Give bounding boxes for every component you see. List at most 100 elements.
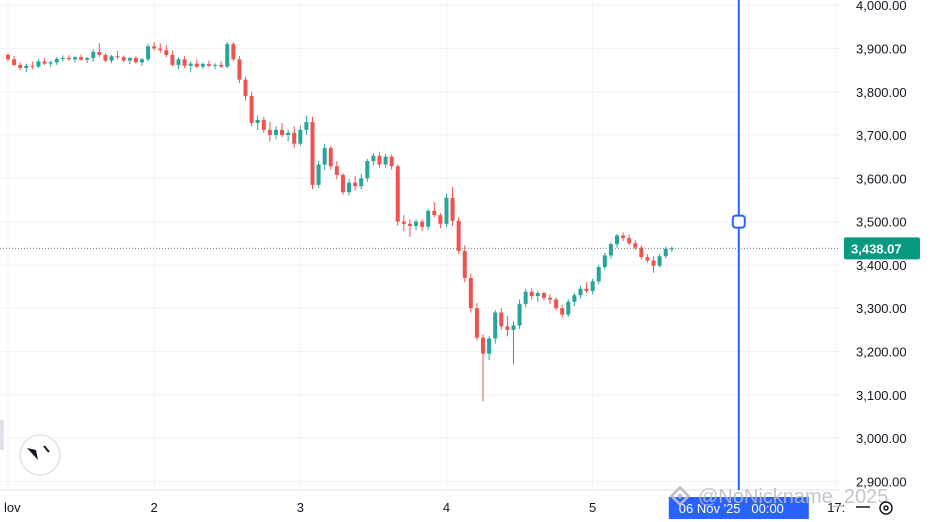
candle (414, 219, 419, 231)
candle-body (371, 155, 376, 162)
candle (48, 60, 53, 67)
candle-body (548, 297, 553, 300)
price-axis[interactable]: 4,000.00 3,900.00 3,800.00 3,700.00 3,600.00… (856, 0, 907, 489)
time-tick-label: 4 (443, 500, 450, 515)
price-tick-label: 3,300.00 (856, 301, 907, 316)
candle-body (444, 197, 449, 224)
candle-body (310, 122, 315, 185)
candle-body (231, 44, 236, 60)
candle (231, 41, 236, 62)
price-tick-label: 3,600.00 (856, 171, 907, 186)
candle (109, 54, 114, 64)
candle (426, 208, 431, 231)
candle-body (493, 312, 498, 339)
candle (85, 57, 90, 64)
candle (468, 273, 473, 313)
candle-body (79, 57, 84, 60)
candle-body (225, 44, 230, 67)
candle-body (304, 122, 309, 130)
candle-body (456, 220, 461, 252)
candle-body (560, 308, 565, 315)
candle (359, 174, 364, 190)
candle (456, 217, 461, 255)
candle-body (596, 267, 601, 282)
candle (267, 122, 272, 142)
candle (164, 45, 169, 58)
candle-body (627, 238, 632, 244)
candle-body (517, 303, 522, 326)
candle-body (30, 65, 35, 67)
candle-body (273, 129, 278, 136)
candle-body (535, 293, 540, 297)
compass-icon[interactable] (19, 434, 61, 476)
candle-body (340, 174, 345, 193)
time-tick-label: 17: (827, 500, 845, 515)
candle (334, 161, 339, 180)
candle-body (12, 59, 17, 65)
watermark: @NoNickname_2025 (669, 485, 888, 508)
candle (645, 254, 650, 263)
candle-body (395, 166, 400, 222)
candle-body (541, 293, 546, 298)
current-price-label: 3,438.07 (851, 241, 902, 256)
candle-body (219, 64, 224, 67)
candle (383, 154, 388, 168)
candle-body (18, 64, 23, 68)
candle (340, 173, 345, 195)
candle-body (365, 161, 370, 179)
candle-body (6, 54, 10, 60)
candle (365, 158, 370, 182)
candle-body (407, 223, 412, 226)
crosshair-time-tag: 06 Nov '25 00:00 (668, 497, 809, 519)
candle-body (572, 295, 577, 302)
candle-body (645, 257, 650, 261)
time-tick-label: 3 (297, 500, 304, 515)
candle-body (249, 96, 254, 123)
candle (225, 41, 230, 68)
candle (541, 291, 546, 301)
candle-body (182, 59, 187, 66)
candle (194, 59, 199, 68)
candle-body (450, 197, 455, 221)
candle (596, 264, 601, 285)
left-edge-button[interactable] (0, 420, 4, 450)
candle (572, 293, 577, 307)
time-axis[interactable]: lov 2 3 4 5 17: (4, 500, 845, 515)
binance-logo-icon (669, 485, 691, 507)
candle (60, 55, 65, 62)
candle (249, 91, 254, 127)
candle-body (621, 235, 626, 239)
candle-body (426, 210, 431, 227)
candle (237, 56, 242, 84)
candle (176, 57, 181, 70)
price-tick-label: 2,900.00 (856, 474, 907, 489)
candle-body (468, 277, 473, 309)
candle (590, 278, 595, 295)
candle (322, 143, 327, 170)
candle (353, 176, 358, 191)
settings-gear-icon[interactable] (879, 501, 893, 515)
candle-body (24, 65, 29, 68)
candle (432, 202, 437, 218)
candle-body (414, 221, 419, 226)
candle-body (316, 164, 321, 185)
candle (621, 232, 626, 242)
candle-body (292, 132, 297, 144)
candle (517, 299, 522, 329)
candle-body (566, 301, 571, 315)
candle (243, 76, 248, 101)
candle-body (328, 148, 333, 167)
candle-series (6, 41, 674, 402)
candle (535, 290, 540, 302)
candle (481, 334, 486, 402)
candle (133, 56, 138, 64)
crosshair-handle[interactable] (731, 214, 746, 229)
candle (328, 145, 333, 170)
candle-body (602, 255, 607, 268)
candle-body (499, 312, 504, 327)
candle (255, 115, 260, 130)
candle-body (152, 46, 157, 49)
candle-body (608, 244, 613, 256)
candle (188, 61, 193, 73)
